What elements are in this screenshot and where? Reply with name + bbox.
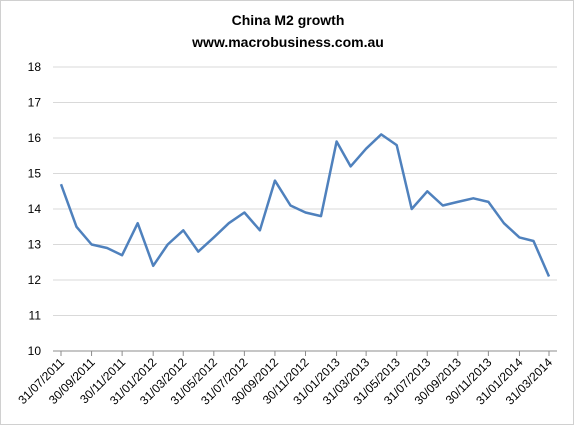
y-tick-label: 15 (28, 167, 42, 181)
x-axis-ticks: 31/07/201130/09/201130/11/201131/01/2012… (15, 351, 555, 408)
y-tick-label: 12 (28, 273, 42, 287)
y-tick-label: 16 (28, 131, 42, 145)
y-tick-label: 10 (28, 344, 42, 358)
y-tick-label: 17 (28, 96, 42, 110)
y-tick-label: 11 (29, 309, 42, 323)
y-axis-ticks: 10 11 12 13 14 15 16 17 18 (28, 60, 42, 358)
series-line-m2-growth (59, 133, 551, 278)
y-tick-label: 14 (28, 202, 42, 216)
y-tick-label: 18 (28, 60, 42, 74)
y-tick-label: 13 (28, 238, 42, 252)
gridlines (53, 66, 557, 316)
chart-title: China M2 growth (232, 12, 345, 28)
chart-subtitle: www.macrobusiness.com.au (191, 34, 384, 50)
